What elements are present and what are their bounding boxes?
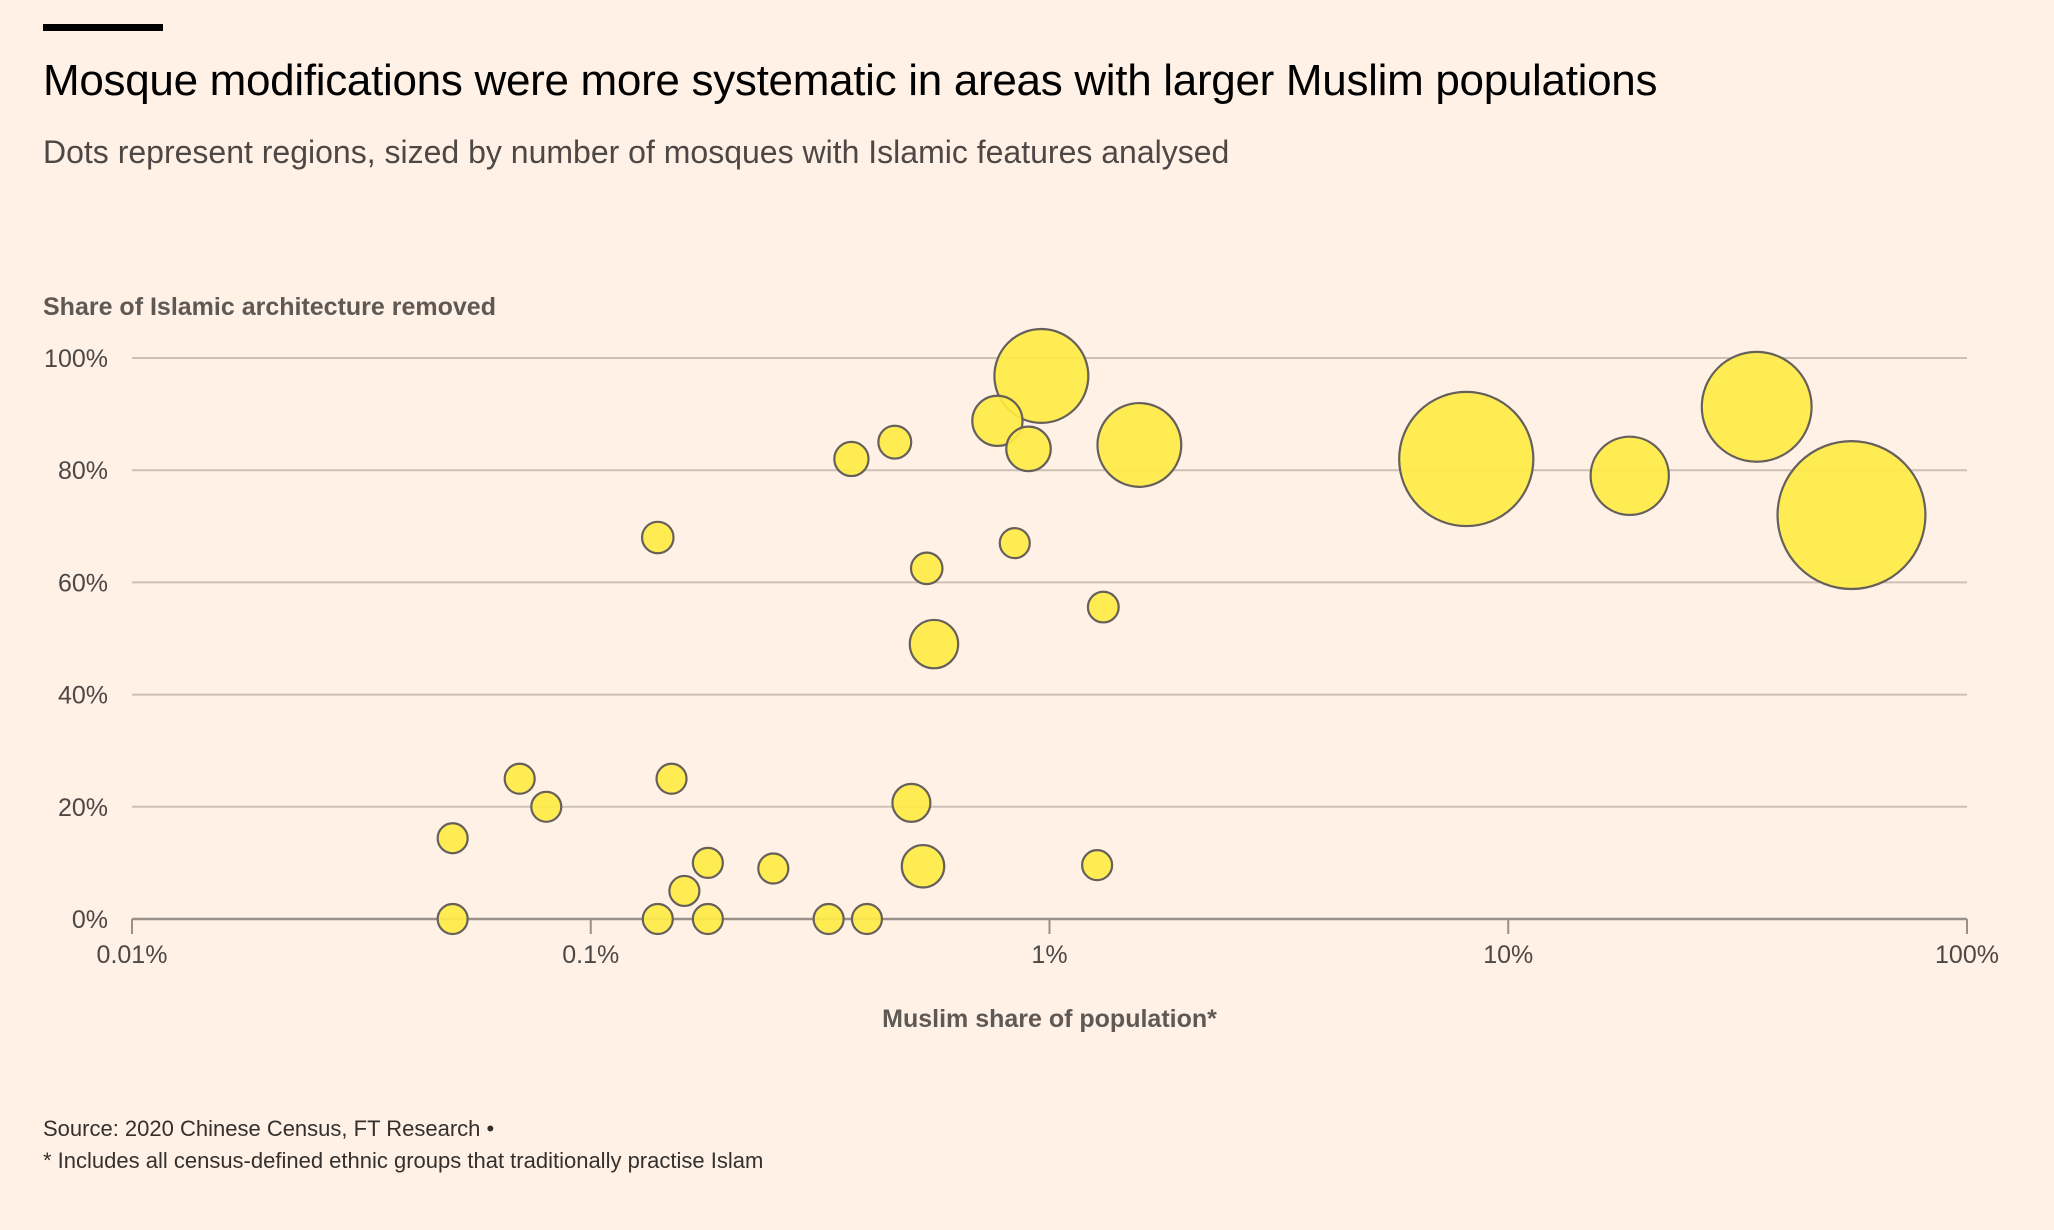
bubbles <box>436 327 1927 936</box>
bubble <box>1700 350 1813 463</box>
bubble <box>1776 440 1927 591</box>
source-note: Source: 2020 Chinese Census, FT Research… <box>43 1116 495 1141</box>
title-accent-bar <box>43 24 163 31</box>
bubble <box>998 527 1031 560</box>
y-tick-label: 20% <box>58 794 108 822</box>
bubble <box>668 874 701 908</box>
bubble <box>530 790 563 823</box>
x-tick-label: 0.01% <box>97 941 168 969</box>
x-tick-label: 0.1% <box>562 941 619 969</box>
bubble <box>1096 401 1183 488</box>
chart-subtitle: Dots represent regions, sized by number … <box>43 134 1230 170</box>
bubble <box>812 902 845 936</box>
bubble <box>1086 590 1120 624</box>
gridlines <box>132 357 1967 808</box>
bubble <box>877 424 913 460</box>
bubble <box>691 846 724 880</box>
bubble <box>1005 425 1052 473</box>
bubble <box>1398 390 1535 528</box>
bubble <box>640 520 675 555</box>
y-tick-label: 100% <box>44 345 108 373</box>
bubble <box>757 852 790 885</box>
x-tick-label: 1% <box>1031 941 1067 969</box>
bubble <box>1081 849 1114 882</box>
bubble <box>436 822 469 855</box>
bubble <box>655 762 688 795</box>
bubble <box>909 551 944 586</box>
x-tick-label: 10% <box>1483 941 1533 969</box>
y-axis-title: Share of Islamic architecture removed <box>43 293 496 321</box>
y-tick-label: 80% <box>58 457 108 485</box>
bubble <box>503 762 536 795</box>
bubble <box>971 394 1024 448</box>
x-axis: 0.01% 0.1% 1% 10% 100% <box>97 917 1999 969</box>
chart-title: Mosque modifications were more systemati… <box>43 56 1658 105</box>
y-tick-label: 60% <box>58 569 108 597</box>
y-tick-label: 40% <box>58 682 108 710</box>
bubble <box>436 902 469 936</box>
bubble <box>1589 435 1670 517</box>
bubble <box>891 782 932 823</box>
bubble <box>641 902 674 936</box>
bubble <box>900 843 946 889</box>
bubble <box>833 440 870 478</box>
bubble <box>993 327 1090 425</box>
x-axis-title: Muslim share of population* <box>882 1005 1217 1033</box>
bubble <box>908 618 960 670</box>
x-tick-label: 100% <box>1935 941 1999 969</box>
footnote: * Includes all census-defined ethnic gro… <box>43 1148 764 1173</box>
bubble <box>850 902 884 936</box>
y-axis-ticks: 0% 20% 40% 60% 80% 100% <box>44 345 108 934</box>
y-tick-label: 0% <box>72 906 108 934</box>
bubble <box>691 902 724 936</box>
